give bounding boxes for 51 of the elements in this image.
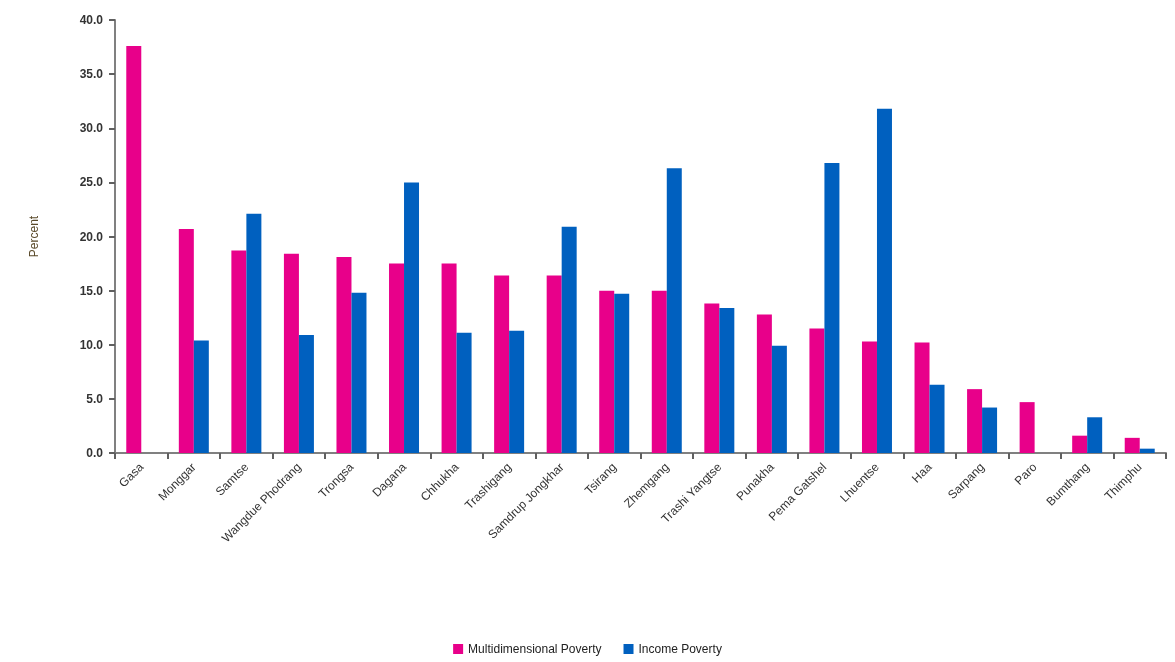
bar xyxy=(861,341,877,453)
bar xyxy=(193,340,209,453)
bar xyxy=(441,263,457,453)
bar xyxy=(509,330,525,453)
y-tick-label: 25.0 xyxy=(79,175,104,190)
bar xyxy=(456,332,472,453)
bar xyxy=(719,307,735,453)
bar xyxy=(982,407,998,453)
bar xyxy=(824,162,840,453)
bar xyxy=(967,389,983,453)
legend-label: Income Poverty xyxy=(638,642,722,656)
bar xyxy=(929,384,945,453)
bar xyxy=(1019,402,1035,453)
bar xyxy=(178,228,194,453)
y-tick-label: 0.0 xyxy=(86,446,104,460)
bar xyxy=(336,257,352,453)
bar xyxy=(404,182,420,453)
bar xyxy=(809,328,825,453)
bar xyxy=(599,290,615,453)
bar xyxy=(1124,437,1140,453)
y-tick-label: 20.0 xyxy=(79,229,104,244)
y-axis-title: Percent xyxy=(27,215,41,258)
bar xyxy=(283,253,299,453)
bar xyxy=(246,213,262,453)
bar xyxy=(351,292,367,453)
bar xyxy=(126,45,142,453)
y-tick-label: 5.0 xyxy=(86,391,104,406)
bar xyxy=(389,263,405,453)
y-tick-label: 40.0 xyxy=(79,13,104,27)
bar xyxy=(561,226,577,453)
bar xyxy=(231,250,247,453)
y-tick-label: 35.0 xyxy=(79,67,104,82)
bar xyxy=(546,275,562,453)
x-tick-label: Haa xyxy=(909,459,935,486)
y-tick-label: 10.0 xyxy=(79,337,104,352)
bar xyxy=(914,342,930,453)
bar xyxy=(704,303,720,453)
bar xyxy=(298,335,314,453)
bar xyxy=(771,345,787,453)
y-tick-label: 15.0 xyxy=(79,283,104,298)
bar xyxy=(876,108,892,453)
bar xyxy=(651,290,667,453)
y-tick-label: 30.0 xyxy=(79,121,104,136)
bar xyxy=(1072,435,1088,453)
bar xyxy=(1139,448,1155,453)
bar xyxy=(1087,417,1103,453)
legend-label: Multidimensional Poverty xyxy=(468,642,602,656)
bar xyxy=(494,275,510,453)
bar xyxy=(614,293,630,453)
bar xyxy=(666,168,682,453)
bar xyxy=(756,314,772,453)
